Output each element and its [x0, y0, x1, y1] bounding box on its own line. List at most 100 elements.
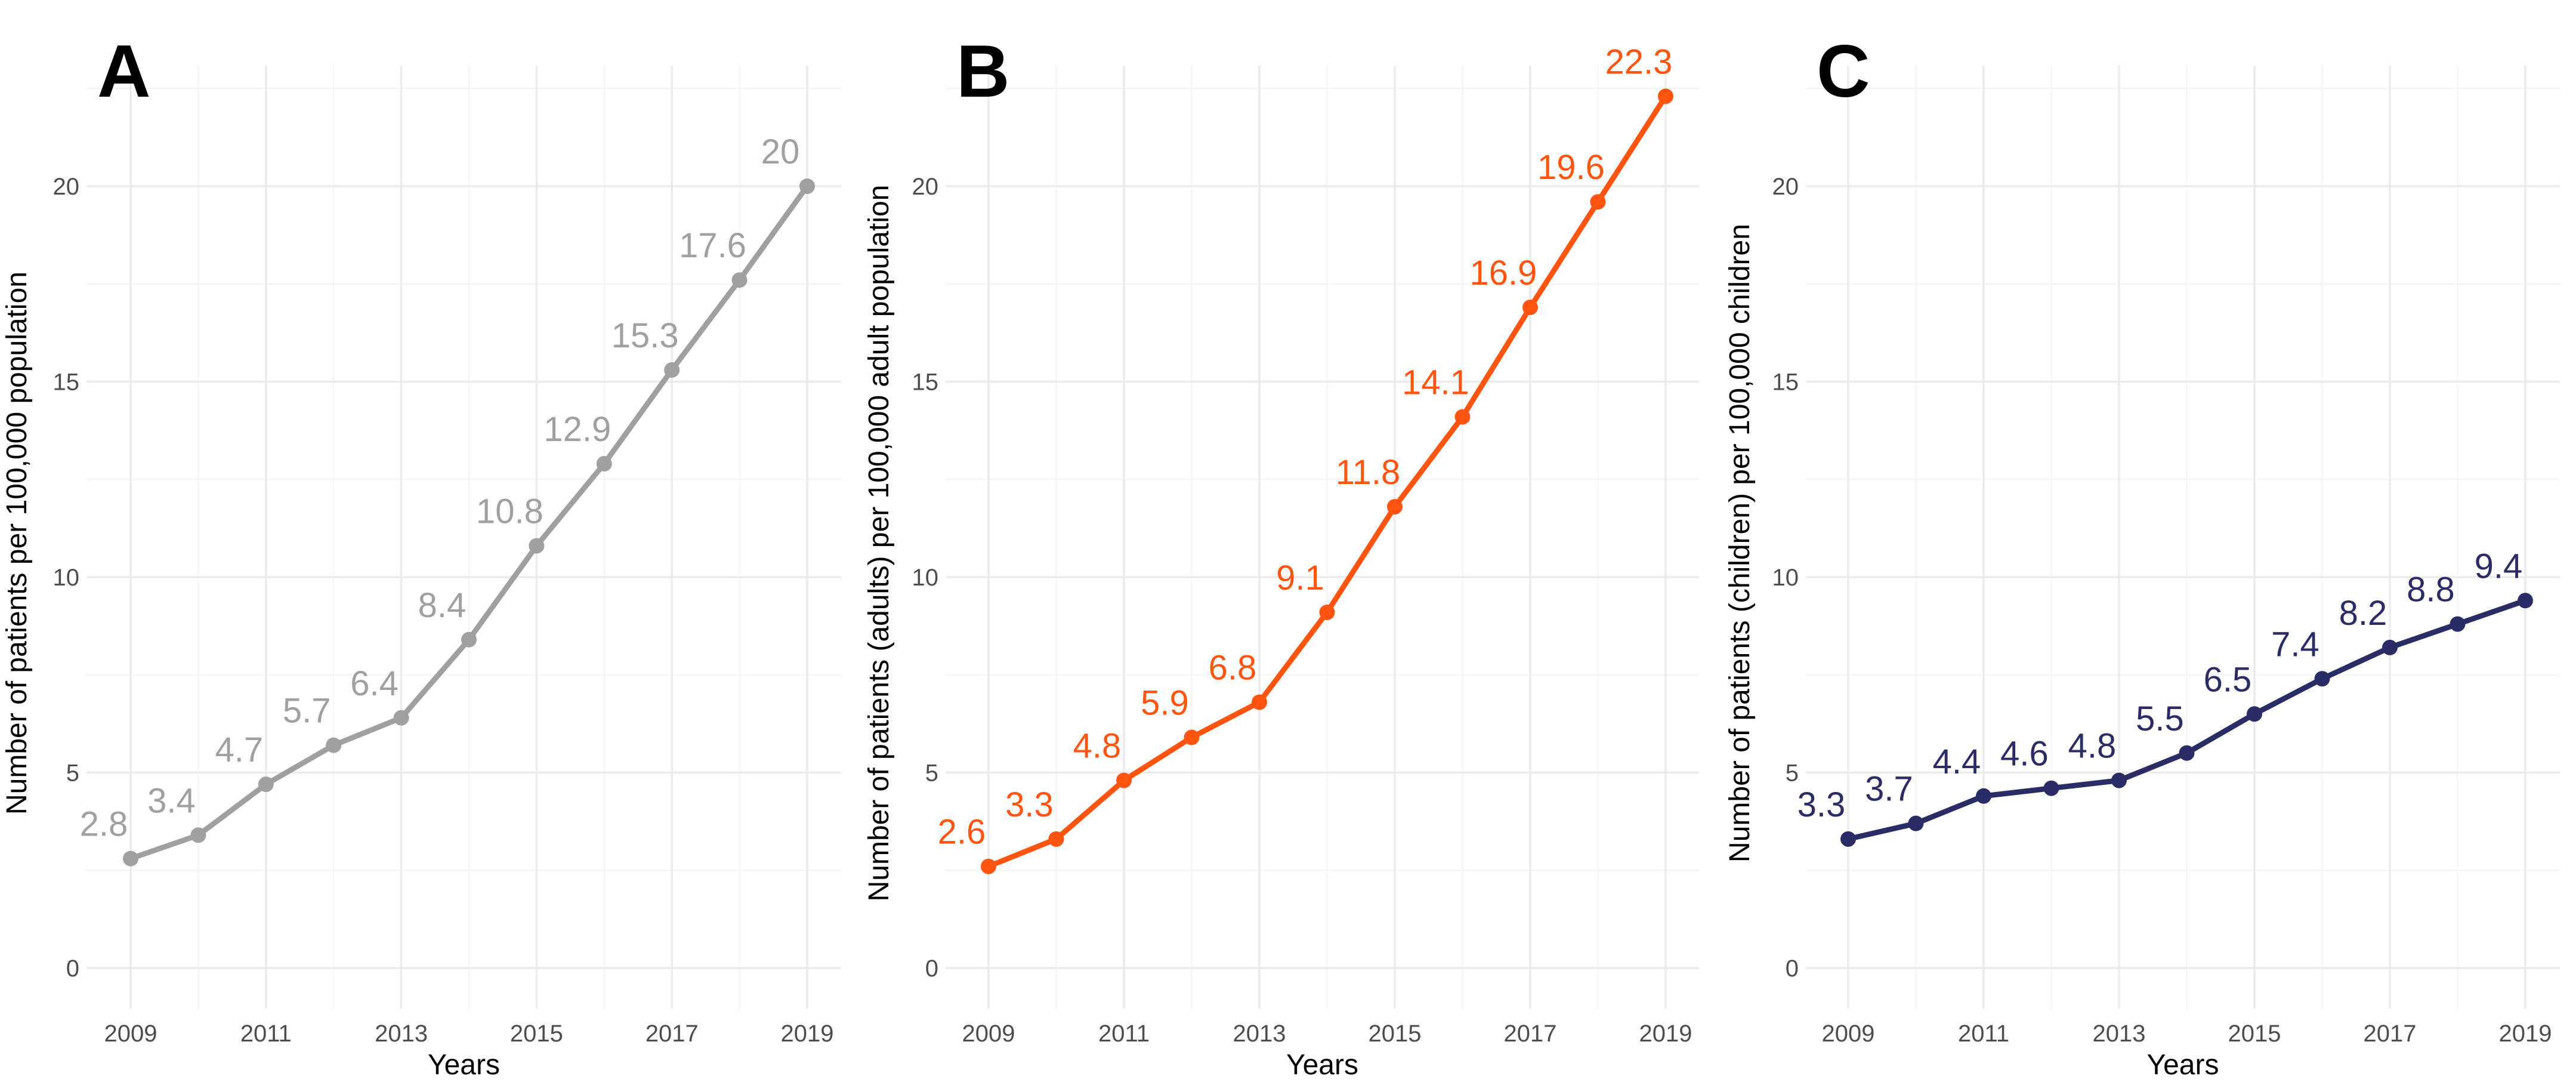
- panel-c-data-point: [2518, 593, 2533, 608]
- panel-a-data-point: [190, 827, 206, 843]
- panel-b-y-tick-label: 10: [912, 565, 939, 591]
- panel-b-data-point: [1590, 194, 1606, 209]
- panel-a-data-point: [664, 362, 679, 378]
- panel-a-data-label: 5.7: [283, 692, 331, 731]
- panel-c-data-point: [2044, 781, 2059, 796]
- panel-b-data-point: [981, 859, 996, 874]
- panel-b-data-label: 14.1: [1402, 363, 1469, 402]
- panel-c-data-label: 6.5: [2204, 660, 2252, 699]
- panel-b-data-label: 2.6: [938, 813, 986, 852]
- panel-c-y-tick-label: 5: [1786, 760, 1799, 787]
- panel-a-data-point: [326, 738, 341, 753]
- panel-b-data-label: 16.9: [1470, 254, 1537, 292]
- panel-a-data-label: 20: [761, 132, 800, 171]
- panel-a-data-point: [732, 272, 748, 288]
- panel-b-x-tick-label: 2009: [962, 1021, 1015, 1047]
- panel-a-data-label: 3.4: [147, 781, 196, 820]
- panel-a-x-tick-label: 2019: [781, 1021, 834, 1047]
- panel-b-x-axis-title: Years: [1286, 1049, 1358, 1081]
- panel-b-data-label: 19.6: [1537, 148, 1605, 187]
- panel-b-data-label: 22.3: [1605, 42, 1673, 81]
- panel-c-letter: C: [1817, 30, 1870, 113]
- panel-c-y-tick-label: 0: [1786, 956, 1799, 982]
- panel-a-data-label: 17.6: [679, 226, 746, 265]
- panel-a-data-point: [799, 178, 815, 194]
- panel-b-data-label: 9.1: [1276, 559, 1324, 597]
- panel-c-data-label: 8.8: [2407, 571, 2455, 609]
- line-chart-panels: 2009 2011 2013 2015 2017 2019051015202.83.44.…: [0, 0, 2576, 1088]
- panel-a-x-tick-label: 2011: [240, 1021, 292, 1047]
- panel-b-x-tick-label: 2011: [1098, 1021, 1150, 1047]
- panel-b-y-tick-label: 20: [912, 174, 939, 200]
- panel-c-x-tick-label: 2017: [2364, 1021, 2417, 1047]
- panel-c-x-tick-label: 2019: [2499, 1021, 2552, 1047]
- panel-a-data-label: 6.4: [350, 664, 399, 703]
- panel-b-letter: B: [956, 30, 1010, 113]
- panel-c-data-label: 4.4: [1933, 742, 1981, 781]
- panel-c-data-label: 4.6: [2000, 735, 2049, 773]
- panel-b-data-point: [1184, 730, 1200, 745]
- panel-b-data-label: 6.8: [1209, 649, 1257, 688]
- panel-c-data-label: 4.8: [2068, 727, 2117, 766]
- panel-a: 2009 2011 2013 2015 2017 2019 0 5 10 15 20 2.8 3.4 4.…: [1, 30, 841, 1081]
- figure: 2009 2011 2013 2015 2017 2019 0 5 10 15 20 2.8 3.4 4.…: [0, 0, 2576, 1088]
- panel-b-data-point: [1252, 695, 1267, 710]
- panel-b-y-tick-label: 0: [925, 956, 938, 982]
- panel-c-x-tick-label: 2011: [1958, 1021, 2009, 1047]
- panel-c-data-point: [2247, 706, 2262, 722]
- panel-b-data-label: 5.9: [1141, 684, 1189, 723]
- panel-c-data-point: [2315, 671, 2330, 686]
- panel-c: 2009 2011 2013 2015 2017 2019 0 5 10 15 20 3.3 3.7 4.…: [1724, 30, 2560, 1081]
- panel-a-data-point: [394, 710, 409, 726]
- panel-a-data-point: [461, 632, 477, 648]
- panel-b-data-point: [1455, 409, 1471, 424]
- panel-b-data-label: 4.8: [1073, 727, 1122, 766]
- panel-c-data-point: [2111, 773, 2127, 788]
- panel-b: 2009 2011 2013 2015 2017 2019 0 5 10 15 20 2.6 3.3 4.…: [863, 30, 1699, 1081]
- panel-c-y-axis-title: Number of patients (children) per 100,00…: [1724, 224, 1756, 862]
- panel-a-y-tick-label: 20: [53, 174, 80, 200]
- panel-b-x-tick-label: 2019: [1639, 1021, 1692, 1047]
- panel-b-data-point: [1320, 605, 1335, 620]
- panel-b-y-tick-label: 5: [925, 760, 938, 787]
- panel-c-data-point: [1840, 831, 1856, 847]
- panel-c-data-label: 7.4: [2271, 625, 2319, 664]
- panel-a-data-point: [597, 456, 612, 471]
- panel-c-data-point: [2382, 640, 2398, 655]
- panel-a-data-label: 12.9: [543, 410, 611, 449]
- panel-b-data-label: 3.3: [1005, 785, 1054, 824]
- panel-a-x-tick-label: 2017: [645, 1021, 699, 1047]
- panel-c-data-label: 3.7: [1865, 770, 1913, 809]
- panel-a-x-axis-title: Years: [428, 1049, 500, 1081]
- panel-a-x-tick-label: 2009: [104, 1021, 157, 1047]
- panel-a-data-label: 10.8: [476, 492, 543, 531]
- panel-b-data-point: [1658, 88, 1673, 104]
- panel-a-y-tick-label: 0: [66, 956, 79, 982]
- panel-c-data-label: 9.4: [2475, 547, 2523, 585]
- panel-c-x-tick-label: 2009: [1822, 1021, 1875, 1047]
- panel-b-x-tick-label: 2013: [1233, 1021, 1286, 1047]
- panel-b-data-point: [1049, 831, 1064, 847]
- panel-a-x-tick-label: 2013: [375, 1021, 428, 1047]
- panel-c-data-label: 5.5: [2136, 699, 2184, 738]
- panel-b-data-label: 11.8: [1336, 453, 1401, 492]
- panel-c-x-tick-label: 2015: [2228, 1021, 2281, 1047]
- panel-a-y-tick-label: 5: [66, 760, 79, 787]
- panel-c-y-tick-label: 10: [1772, 565, 1799, 591]
- panel-c-y-tick-label: 20: [1772, 174, 1799, 200]
- panel-c-x-tick-label: 2013: [2093, 1021, 2146, 1047]
- panel-a-y-tick-label: 10: [53, 565, 80, 591]
- panel-a-data-label: 4.7: [215, 731, 263, 769]
- panel-b-y-axis-title: Number of patients (adults) per 100,000 …: [863, 185, 895, 902]
- panel-a-data-point: [258, 776, 274, 792]
- panel-a-data-label: 8.4: [418, 586, 467, 625]
- panel-c-data-point: [1908, 816, 1924, 831]
- panel-a-data-point: [529, 538, 544, 554]
- panel-b-data-point: [1522, 300, 1538, 315]
- panel-b-data-point: [1116, 773, 1132, 788]
- panel-c-data-label: 3.3: [1797, 785, 1846, 824]
- panel-a-x-tick-label: 2015: [510, 1021, 563, 1047]
- panel-c-x-axis-title: Years: [2147, 1049, 2219, 1081]
- panel-c-data-label: 8.2: [2339, 594, 2387, 633]
- panel-a-data-point: [123, 851, 138, 867]
